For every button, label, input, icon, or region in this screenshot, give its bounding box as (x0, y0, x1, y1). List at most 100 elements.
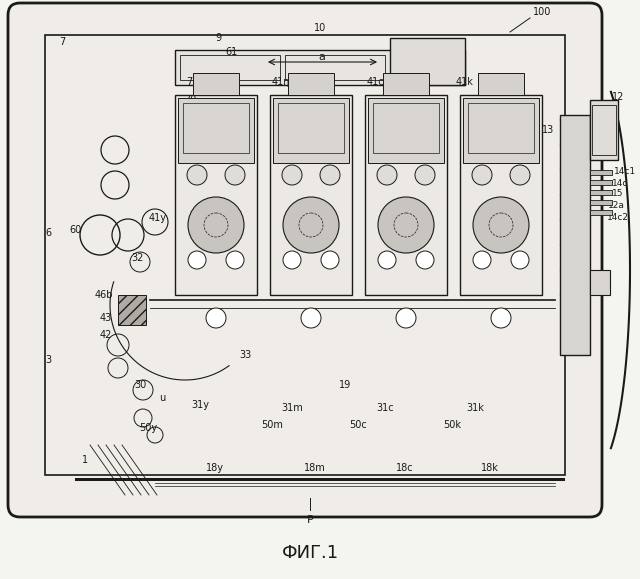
Bar (365, 95, 447, 295)
Text: a: a (319, 52, 325, 62)
Text: 41m: 41m (271, 77, 293, 87)
Text: 50c: 50c (349, 420, 367, 430)
Circle shape (472, 165, 492, 185)
Bar (270, 95, 352, 295)
Bar (590, 200, 612, 205)
Text: 31k: 31k (466, 403, 484, 413)
Bar (592, 105, 616, 155)
Bar (463, 98, 539, 163)
Text: 6: 6 (45, 228, 51, 238)
Text: 1: 1 (82, 455, 88, 465)
Text: u: u (159, 393, 165, 403)
Circle shape (226, 251, 244, 269)
Text: 32: 32 (132, 253, 144, 263)
Bar (175, 50, 465, 85)
Bar (590, 190, 612, 195)
Circle shape (225, 165, 245, 185)
Text: 11: 11 (287, 83, 299, 93)
Bar (368, 98, 444, 163)
Circle shape (320, 165, 340, 185)
Circle shape (416, 251, 434, 269)
Bar (178, 98, 254, 163)
Bar (175, 95, 257, 295)
Bar (590, 180, 612, 185)
Text: 11: 11 (477, 83, 489, 93)
Text: 7: 7 (59, 37, 65, 47)
Bar (273, 98, 349, 163)
Text: 14: 14 (606, 153, 618, 163)
Text: 61: 61 (226, 47, 238, 57)
Circle shape (473, 251, 491, 269)
Circle shape (396, 308, 416, 328)
FancyBboxPatch shape (8, 3, 602, 517)
Circle shape (511, 251, 529, 269)
Text: S: S (404, 79, 408, 89)
Text: 42: 42 (100, 330, 112, 340)
Text: 10: 10 (314, 23, 326, 33)
Text: 31c: 31c (376, 403, 394, 413)
Circle shape (282, 165, 302, 185)
Circle shape (321, 251, 339, 269)
Circle shape (188, 251, 206, 269)
Text: 12: 12 (612, 92, 624, 102)
Text: 3: 3 (45, 355, 51, 365)
Circle shape (283, 251, 301, 269)
Text: 43: 43 (100, 313, 112, 323)
Text: 11: 11 (382, 83, 394, 93)
Bar (460, 95, 542, 295)
Text: 9: 9 (215, 33, 221, 43)
Bar (75, 478, 565, 481)
Text: 12a: 12a (607, 200, 625, 210)
Circle shape (301, 308, 321, 328)
Text: P: P (307, 515, 314, 525)
Bar (590, 100, 618, 160)
Text: 30: 30 (134, 380, 146, 390)
Text: 50m: 50m (261, 420, 283, 430)
Circle shape (188, 197, 244, 253)
Bar (560, 115, 590, 355)
Bar (193, 73, 239, 95)
Text: 15: 15 (612, 189, 624, 197)
Bar (590, 210, 612, 215)
Text: 18k: 18k (481, 463, 499, 473)
Text: 14c1: 14c1 (614, 167, 636, 177)
Bar (118, 295, 146, 325)
Text: 50k: 50k (443, 420, 461, 430)
Bar (478, 73, 524, 95)
Text: 41c: 41c (366, 77, 384, 87)
Circle shape (491, 308, 511, 328)
Bar (183, 103, 249, 153)
Text: S: S (214, 79, 218, 89)
Bar (590, 270, 610, 295)
Bar (390, 38, 465, 85)
Text: S: S (308, 79, 314, 89)
Text: 14c: 14c (612, 178, 628, 188)
Text: 31m: 31m (281, 403, 303, 413)
Circle shape (473, 197, 529, 253)
Bar (45, 35, 565, 475)
Bar (278, 103, 344, 153)
Circle shape (187, 165, 207, 185)
Text: 50y: 50y (139, 423, 157, 433)
Circle shape (378, 197, 434, 253)
Bar (373, 103, 439, 153)
Circle shape (206, 308, 226, 328)
Text: 11: 11 (192, 83, 204, 93)
Bar (468, 103, 534, 153)
Text: 14c2: 14c2 (607, 214, 629, 222)
Text: 100: 100 (533, 7, 551, 17)
Circle shape (415, 165, 435, 185)
Text: 18m: 18m (304, 463, 326, 473)
Circle shape (283, 197, 339, 253)
Text: S: S (499, 79, 504, 89)
Bar (590, 170, 612, 175)
Text: 60: 60 (69, 225, 81, 235)
Bar (288, 73, 334, 95)
Text: 70: 70 (184, 95, 196, 105)
Circle shape (377, 165, 397, 185)
Text: 19: 19 (339, 380, 351, 390)
Text: 18y: 18y (206, 463, 224, 473)
Circle shape (378, 251, 396, 269)
Bar (383, 73, 429, 95)
Text: ФИГ.1: ФИГ.1 (282, 544, 339, 562)
